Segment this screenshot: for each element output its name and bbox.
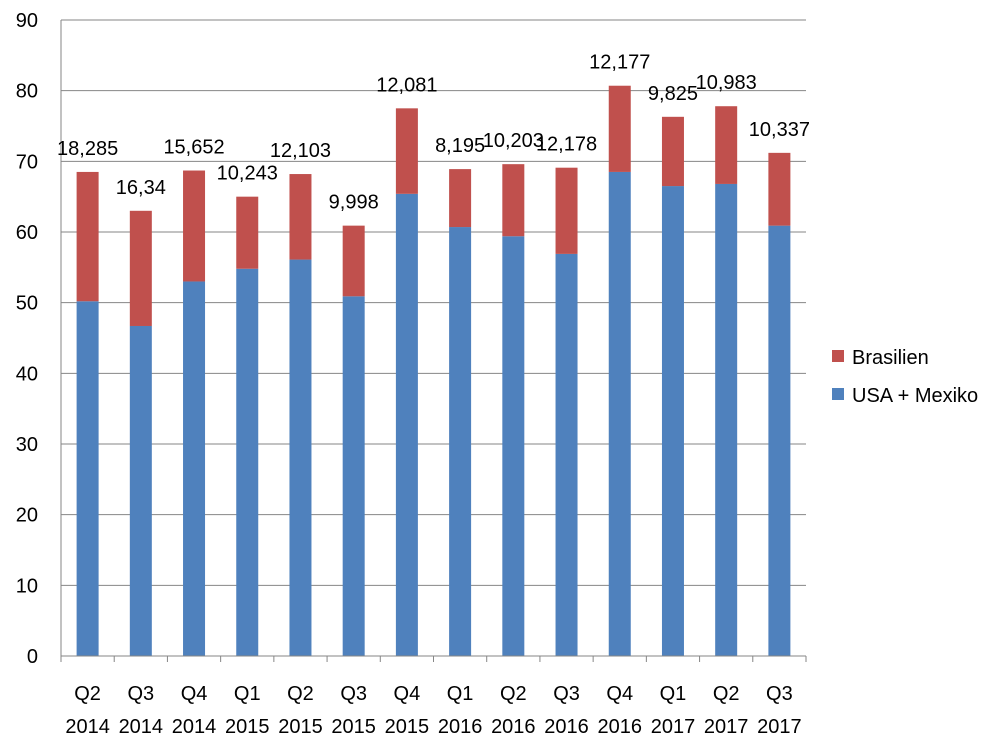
x-tick-label-year: 2017 [757,716,802,738]
legend-label: USA + Mexiko [852,385,978,407]
x-tick-label-year: 2014 [65,716,110,738]
legend-swatch [832,350,844,362]
bar-usa-mexiko [555,253,578,656]
x-tick-label-quarter: Q3 [766,683,793,705]
x-tick-label-quarter: Q2 [713,683,740,705]
x-tick-label-quarter: Q2 [287,683,314,705]
x-tick-label-quarter: Q4 [394,683,421,705]
bar-usa-mexiko [661,186,684,657]
x-tick-label-quarter: Q1 [234,683,261,705]
bar-brasilien [342,225,365,297]
bar-brasilien [129,210,152,326]
x-tick-label-quarter: Q2 [500,683,527,705]
bar-brasilien [289,174,312,260]
bar-usa-mexiko [342,296,365,656]
x-tick-label-year: 2017 [704,716,749,738]
bar-usa-mexiko [449,227,472,656]
y-tick-label: 30 [16,434,38,456]
data-label: 16,34 [116,177,166,199]
bar-usa-mexiko [715,183,738,657]
bar-brasilien [236,196,259,269]
x-tick-label-quarter: Q3 [340,683,367,705]
y-tick-label: 60 [16,222,38,244]
data-label: 12,178 [536,134,597,156]
data-label: 12,103 [270,140,331,162]
x-tick-label-year: 2015 [385,716,430,738]
x-tick-label-quarter: Q3 [127,683,154,705]
x-tick-label-quarter: Q4 [606,683,633,705]
x-tick-label-year: 2016 [544,716,589,738]
x-tick-label-year: 2014 [172,716,217,738]
bar-usa-mexiko [183,281,206,656]
data-label: 10,337 [749,119,810,141]
bar-brasilien [395,108,418,194]
bar-usa-mexiko [76,301,99,656]
y-tick-label: 90 [16,10,38,32]
bar-brasilien [183,170,206,282]
legend: Brasilien USA + Mexiko [832,347,978,407]
bar-brasilien [768,152,791,226]
x-tick-label-quarter: Q1 [660,683,687,705]
bar-usa-mexiko [608,171,631,656]
bar-brasilien [715,106,738,184]
bar-brasilien [76,171,99,302]
y-tick-label: 40 [16,363,38,385]
y-tick-label: 0 [27,646,38,668]
x-tick-label-quarter: Q4 [181,683,208,705]
x-tick-label-year: 2016 [598,716,643,738]
data-label: 9,825 [648,83,698,105]
bar-usa-mexiko [129,325,152,656]
bar-usa-mexiko [502,236,525,657]
data-label: 18,285 [57,138,118,160]
y-tick-label: 50 [16,293,38,315]
bar-usa-mexiko [289,259,312,656]
bar-brasilien [449,169,472,228]
y-axis: 0 10 20 30 40 50 60 70 80 90 [16,10,62,668]
x-tick-label-quarter: Q1 [447,683,474,705]
bar-brasilien [661,116,684,187]
x-axis: Q2 2014 Q3 2014 Q4 2014 Q1 2015 Q2 2015 Q3 2015 Q4 20… [60,655,807,738]
data-label: 10,203 [483,130,544,152]
data-label: 12,081 [376,74,437,96]
legend-label: Brasilien [852,347,929,369]
x-tick-label-quarter: Q3 [553,683,580,705]
x-tick-label-year: 2016 [438,716,483,738]
data-label: 8,195 [435,135,485,157]
bar-usa-mexiko [768,225,791,656]
x-tick-label-year: 2017 [651,716,696,738]
x-tick-label-year: 2015 [278,716,323,738]
y-tick-label: 10 [16,575,38,597]
x-tick-label-year: 2015 [225,716,270,738]
legend-swatch [832,388,844,400]
bars [76,85,791,657]
data-label: 12,177 [589,52,650,74]
bar-brasilien [555,167,578,254]
x-tick-label-year: 2015 [331,716,376,738]
bar-usa-mexiko [236,268,259,656]
data-label: 15,652 [163,137,224,159]
y-tick-label: 20 [16,505,38,527]
y-tick-label: 80 [16,81,38,103]
x-tick-label-quarter: Q2 [74,683,101,705]
x-tick-label-year: 2016 [491,716,536,738]
bar-brasilien [502,164,525,237]
bar-brasilien [608,85,631,172]
data-label: 9,998 [329,192,379,214]
data-label: 10,983 [696,72,757,94]
bar-usa-mexiko [395,193,418,656]
data-label: 10,243 [217,163,278,185]
x-tick-label-year: 2014 [119,716,164,738]
y-tick-label: 70 [16,151,38,173]
